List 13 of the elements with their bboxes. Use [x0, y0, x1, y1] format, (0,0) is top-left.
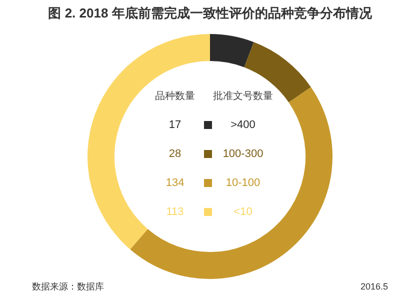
data-label: 134	[166, 177, 184, 190]
data-label: 17	[168, 119, 182, 132]
data-label: 113	[166, 206, 184, 218]
legend-label: >400	[230, 119, 256, 132]
legend-label: 100-300	[222, 148, 264, 160]
legend-label: <10	[234, 206, 252, 218]
source-note: 数据来源：数据库	[32, 281, 104, 292]
data-label: 28	[168, 148, 182, 160]
text: 品种数量	[155, 90, 195, 102]
legend-label: 10-100	[226, 177, 260, 190]
text: 2016.5	[360, 281, 388, 292]
legend-title: 批准文号数量	[213, 90, 273, 102]
chart-title: 图 2. 2018 年底前需完成一致性评价的品种竞争分布情况	[48, 6, 373, 21]
